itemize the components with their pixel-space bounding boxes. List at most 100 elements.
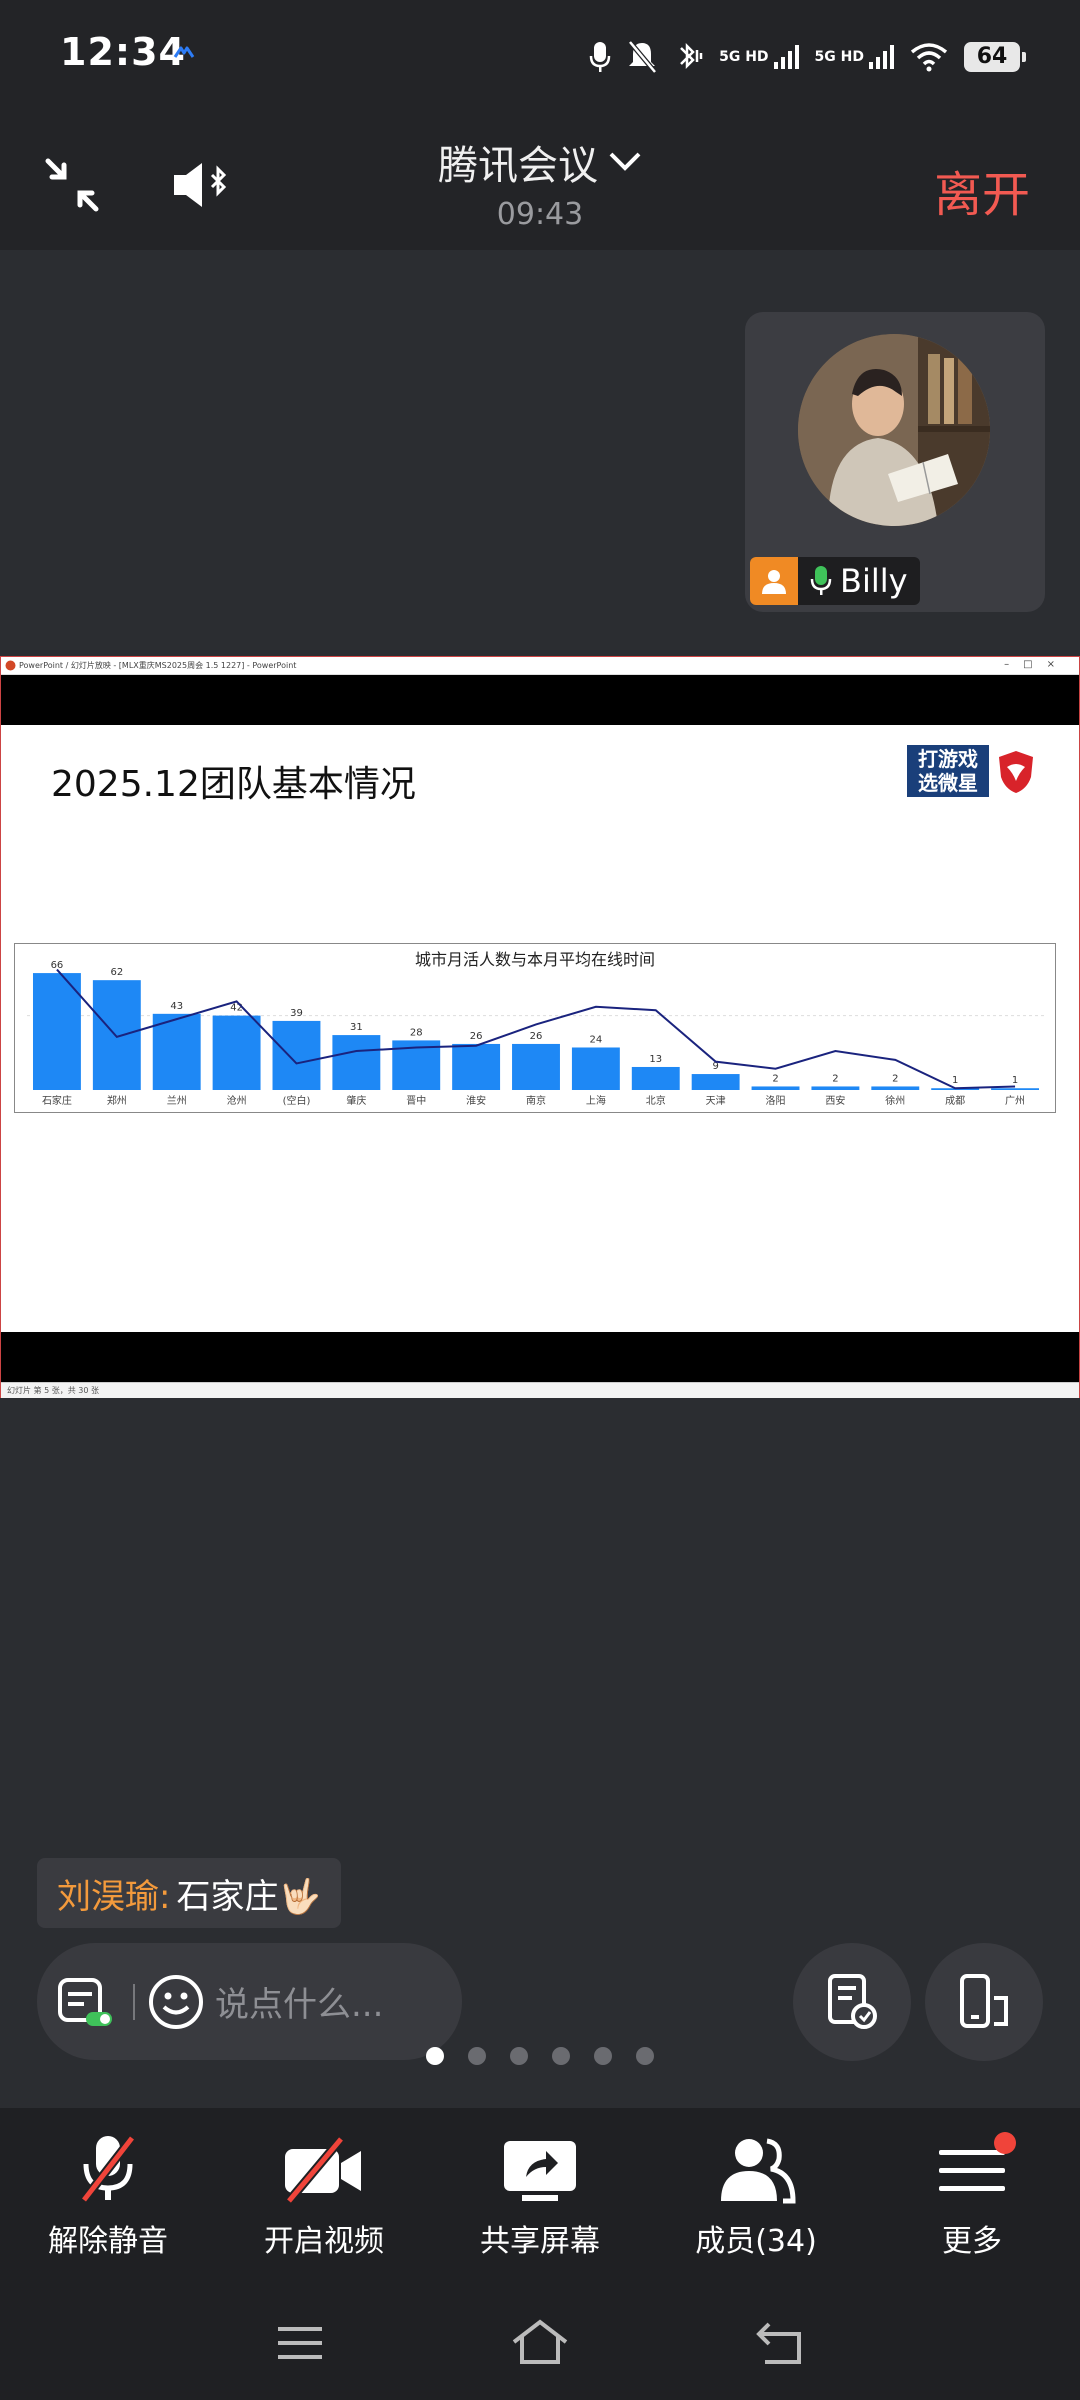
chart-title: 城市月活人数与本月平均在线时间: [414, 950, 655, 969]
start-video-button[interactable]: 开启视频: [234, 2130, 414, 2260]
chat-input-bar[interactable]: 说点什么...: [37, 1943, 462, 2060]
mic-active-icon: [810, 566, 832, 595]
chart-bar: [512, 1043, 560, 1090]
chart-tick-label: 成都: [945, 1095, 965, 1107]
signal-icon: [869, 45, 894, 69]
notes-button[interactable]: [793, 1943, 911, 2061]
shared-screen[interactable]: PowerPoint / 幻灯片放映 - [MLX重庆MS2025周会 1.5 …: [0, 656, 1080, 1398]
status-bar: 12:34 5G HD 5G HD 64: [0, 0, 1080, 115]
chart-data-label: 1: [1012, 1075, 1018, 1086]
chart-tick-label: 西安: [825, 1094, 845, 1107]
ppt-statusbar: 幻灯片 第 5 张，共 30 张: [1, 1382, 1079, 1398]
chart-data-label: 66: [51, 960, 64, 971]
share-screen-button[interactable]: 共享屏幕: [450, 2130, 630, 2260]
device-switch-button[interactable]: [925, 1943, 1043, 2061]
chart-tick-label: 北京: [646, 1094, 666, 1107]
meeting-title[interactable]: 腾讯会议: [438, 133, 642, 191]
chart-bar: [571, 1047, 620, 1090]
chart-tick-label: 徐州: [885, 1094, 905, 1107]
emoji-icon: [149, 1974, 203, 2029]
minimize-button[interactable]: [32, 145, 112, 225]
chart-bar: [991, 1088, 1040, 1090]
chart-bar: [272, 1020, 321, 1090]
chart-bar: [92, 980, 141, 1090]
chart-tick-label: 淮安: [466, 1094, 486, 1107]
participant-name-tag: Billy: [750, 557, 920, 605]
battery-indicator: 64: [964, 42, 1026, 72]
chart-tick-label: 郑州: [107, 1094, 127, 1107]
back-arrow-icon: [756, 2322, 801, 2364]
back-button[interactable]: [740, 2308, 820, 2378]
mic-muted-icon: [80, 2135, 136, 2203]
page-dot: [636, 2047, 654, 2065]
chart-bar: [691, 1074, 740, 1090]
signal-icon: [773, 45, 799, 69]
chart-bar: [871, 1086, 920, 1090]
home-button[interactable]: [500, 2308, 580, 2378]
chart-data-label: 42: [230, 1003, 243, 1014]
chat-text: 石家庄🤟🏻: [176, 1876, 321, 1917]
chart-bar: [332, 1035, 381, 1090]
person-icon: [750, 557, 798, 605]
chart-tick-label: 洛阳: [766, 1094, 786, 1107]
speaker-button[interactable]: [162, 145, 242, 225]
system-nav-bar: [0, 2283, 1080, 2400]
chart-bar: [452, 1043, 501, 1090]
chart-data-label: 62: [110, 967, 123, 978]
leave-button[interactable]: 离开: [933, 167, 1030, 223]
chart-data-label: 1: [952, 1075, 958, 1086]
chart-bar: [212, 1015, 261, 1090]
video-off-icon: [285, 2136, 361, 2204]
more-button[interactable]: 更多: [882, 2130, 1062, 2260]
members-button[interactable]: 成员(34): [666, 2130, 846, 2260]
participant-name: Billy: [840, 562, 908, 600]
subtitle-toggle-button[interactable]: [37, 1943, 127, 2060]
chevron-down-icon: [609, 152, 641, 171]
chart-tick-label: 天津: [706, 1095, 726, 1107]
meeting-toolbar: 解除静音 开启视频 共享屏幕 成员(34) 更多: [0, 2108, 1080, 2283]
page-dot: [552, 2047, 570, 2065]
chart-series-line: [56, 968, 1016, 1090]
chart-data-label: 2: [892, 1073, 898, 1084]
powerpoint-icon: [5, 660, 16, 671]
chat-input-placeholder[interactable]: 说点什么...: [215, 1985, 384, 2025]
meeting-timer: 09:43: [496, 197, 584, 232]
chat-message[interactable]: 刘淏瑜: 石家庄🤟🏻: [37, 1858, 341, 1928]
chart-data-label: 2: [772, 1073, 778, 1084]
chart-tick-label: 广州: [1005, 1095, 1025, 1107]
chart-data-label: 26: [470, 1031, 483, 1042]
chart-svg: 66 石家庄 62 郑州 43 兰州 42 沧州 39 (空白) 31 肇庆 28 晋中 26 淮安 26 南京 2…: [27, 960, 1045, 1107]
chart-data-label: 43: [170, 1001, 183, 1012]
mute-bell-icon: [628, 40, 658, 74]
participant-tile[interactable]: Billy: [745, 312, 1045, 612]
wifi-icon: [910, 43, 948, 72]
menu-icon: [939, 2150, 1005, 2191]
page-dot: [468, 2047, 486, 2065]
chart-bar: [152, 1013, 201, 1090]
chart-tick-label: 上海: [586, 1094, 606, 1107]
unmute-button[interactable]: 解除静音: [18, 2130, 198, 2260]
share-screen-icon: [504, 2141, 576, 2201]
chart-data-label: 39: [290, 1008, 303, 1019]
vibrate-icon: [680, 42, 703, 70]
recent-apps-button[interactable]: [260, 2308, 340, 2378]
app-notification-icon: [173, 44, 195, 63]
chart-data-label: 28: [410, 1027, 423, 1038]
chart-data-label: 31: [350, 1022, 363, 1033]
chart-tick-label: 肇庆: [346, 1094, 366, 1107]
chart-bar: [631, 1066, 680, 1090]
msi-logo: 打游戏 选微星: [907, 745, 989, 797]
menu-lines-icon: [278, 2327, 322, 2359]
subtitle-icon: [58, 1977, 112, 2026]
chart-data-label: 2: [832, 1073, 838, 1084]
emoji-button[interactable]: [141, 1943, 211, 2060]
ppt-titlebar: PowerPoint / 幻灯片放映 - [MLX重庆MS2025周会 1.5 …: [1, 657, 1079, 675]
window-controls: –□×: [1004, 659, 1069, 670]
document-icon: [828, 1974, 877, 2029]
chart-tick-label: 兰州: [167, 1094, 187, 1107]
page-dot: [510, 2047, 528, 2065]
chart-container: 城市月活人数与本月平均在线时间 66 石家庄 62 郑州 43 兰州 42 沧州 39 (空白) 3…: [14, 943, 1056, 1113]
notification-badge: [994, 2132, 1016, 2154]
chart-tick-label: 石家庄: [42, 1094, 72, 1107]
chart-data-label: 26: [530, 1031, 543, 1042]
